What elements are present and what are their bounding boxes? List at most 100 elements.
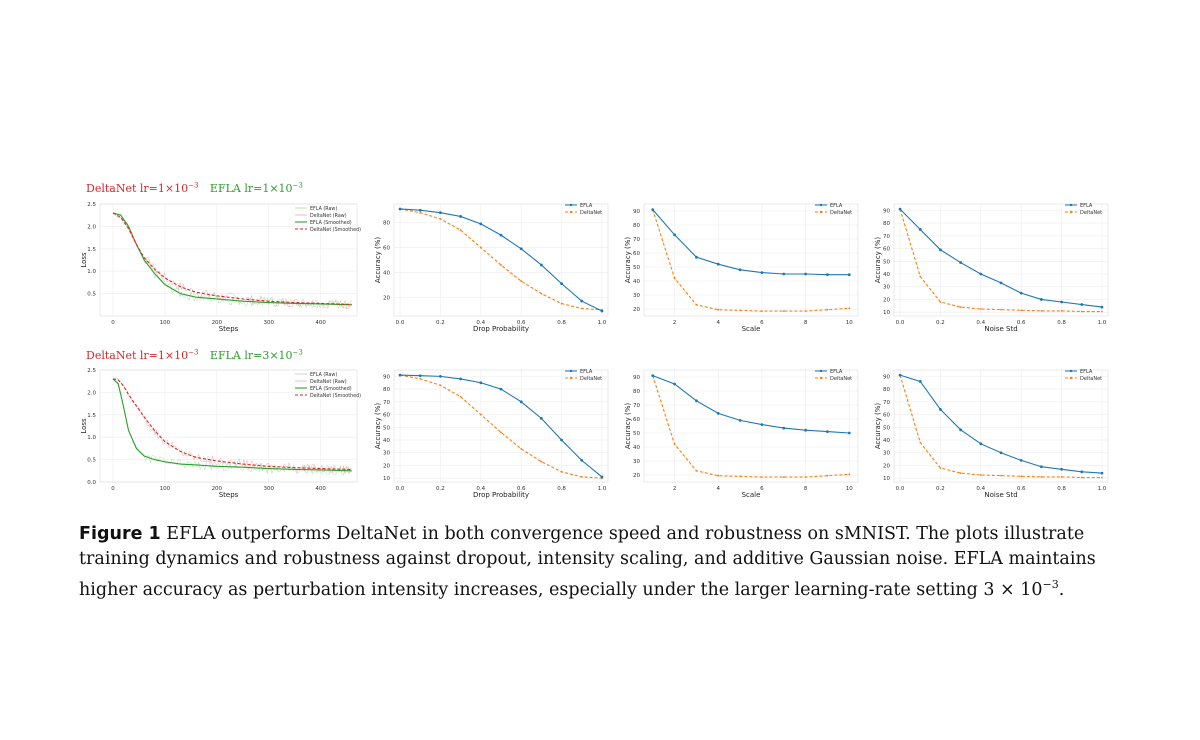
- y-tick-label: 20: [383, 463, 390, 469]
- y-tick-label: 40: [383, 438, 390, 444]
- legend-label: DeltaNet: [1080, 376, 1102, 382]
- y-axis-label: Accuracy (%): [374, 237, 382, 284]
- legend-label: DeltaNet (Raw): [310, 379, 347, 385]
- y-tick-label: 0.0: [87, 480, 96, 486]
- efla-point: [1100, 305, 1104, 309]
- deltanet-line: [652, 209, 850, 312]
- efla-point: [979, 442, 983, 446]
- y-tick-label: 1.0: [87, 435, 96, 441]
- legend-label: DeltaNet: [580, 210, 602, 216]
- deltanet-point: [500, 431, 502, 434]
- x-tick-label: 1.0: [598, 486, 607, 492]
- legend-label: EFLA (Raw): [310, 372, 337, 378]
- efla-point: [716, 412, 720, 415]
- x-tick-label: 0.4: [476, 320, 485, 326]
- efla-point: [826, 430, 829, 433]
- efla-point: [760, 271, 764, 274]
- deltanet-smoothed-line: [112, 378, 352, 471]
- raw-loss-trace: [112, 379, 352, 476]
- y-tick-label: 50: [883, 425, 890, 431]
- y-tick-label: 60: [383, 246, 390, 252]
- loss-chart-top: 0 100 200 300 400 0.5 1.0 1.5 2.0 2.5 Steps Loss EFL…: [80, 196, 370, 334]
- y-tick-label: 1.5: [87, 413, 96, 419]
- y-tick-label: 1.5: [87, 247, 96, 253]
- legend-label: DeltaNet: [1080, 210, 1102, 216]
- deltanet-line: [899, 374, 1102, 479]
- efla-line: [899, 374, 1102, 474]
- raw-loss-trace: [112, 212, 352, 310]
- y-tick-label: 40: [633, 279, 640, 285]
- dropout-chart-top: 0.0 0.2 0.4 0.6 0.8 1.0 20 40 60 80 Drop Probabili…: [372, 196, 617, 334]
- scale-chart-top: 2 4 6 8 10 20 30 40 50 60 70 80 90 Scale Accuracy (%) E…: [622, 196, 867, 334]
- x-tick-label: 6: [760, 320, 764, 326]
- efla-point: [539, 416, 543, 420]
- legend-marker: [569, 376, 573, 380]
- legend-label: EFLA (Raw): [310, 206, 337, 212]
- deltanet-point: [580, 307, 583, 310]
- figure-label: Figure 1: [79, 524, 161, 544]
- y-axis-label: Accuracy (%): [874, 403, 882, 450]
- deltanet-point: [739, 309, 741, 312]
- legend-label: DeltaNet: [830, 376, 852, 382]
- x-tick-label: 400: [315, 486, 326, 492]
- efla-point: [804, 272, 807, 276]
- efla-point: [1100, 471, 1104, 475]
- deltanet-point: [695, 469, 698, 472]
- x-tick-label: 300: [263, 486, 274, 492]
- scale-chart-bottom: 2 4 6 8 10 20 30 40 50 60 70 80 90 Scale Accuracy (%) E…: [622, 362, 867, 500]
- legend-marker: [569, 210, 573, 214]
- deltanet-point: [1060, 310, 1063, 312]
- x-tick-label: 0.4: [476, 486, 485, 492]
- y-tick-label: 0.5: [87, 292, 96, 298]
- chart-svg: 0.0 0.2 0.4 0.6 0.8 1.0 10 20 30 40 50 60 70 80 90 Nois…: [874, 203, 1109, 333]
- deltanet-point: [695, 303, 698, 306]
- deltanet-point: [500, 264, 502, 266]
- y-tick-label: 30: [883, 451, 890, 457]
- efla-point: [939, 408, 942, 411]
- deltanet-point: [439, 218, 442, 220]
- x-axis-label: Noise Std: [984, 325, 1017, 333]
- legend-marker: [1069, 210, 1073, 214]
- efla-point: [918, 380, 922, 383]
- chart-svg: 0.0 0.2 0.4 0.6 0.8 1.0 10 20 30 40 50 60 70 80 90 Nois…: [874, 369, 1109, 499]
- noise-chart-top: 0.0 0.2 0.4 0.6 0.8 1.0 10 20 30 40 50 60 70 80 90 Nois…: [872, 196, 1117, 334]
- y-axis-label: Accuracy (%): [624, 403, 632, 450]
- efla-point: [673, 233, 676, 237]
- efla-point: [439, 374, 442, 378]
- efla-point: [499, 233, 503, 237]
- x-tick-label: 1.0: [598, 320, 607, 326]
- deltanet-point: [979, 474, 982, 476]
- efla-point: [999, 451, 1003, 455]
- y-tick-label: 80: [633, 223, 640, 229]
- chart-svg: 2 4 6 8 10 20 30 40 50 60 70 80 90 Scale Accuracy (%) E…: [624, 203, 859, 333]
- x-tick-label: 2: [673, 320, 677, 326]
- y-axis-label: Loss: [80, 252, 88, 268]
- x-tick-label: 0.2: [436, 486, 445, 492]
- legend-marker: [819, 203, 823, 207]
- x-tick-label: 400: [315, 320, 326, 326]
- x-tick-label: 10: [846, 320, 853, 326]
- deltanet-point: [919, 441, 922, 444]
- x-axis-label: Noise Std: [984, 491, 1017, 499]
- x-tick-label: 0: [111, 486, 115, 492]
- deltanet-point: [1040, 310, 1043, 312]
- deltanet-point: [540, 292, 543, 295]
- efla-line: [652, 209, 850, 276]
- efla-point: [918, 228, 922, 231]
- legend-label: DeltaNet (Smoothed): [310, 393, 361, 399]
- y-tick-label: 40: [883, 272, 890, 278]
- legend-label: DeltaNet: [830, 210, 852, 216]
- y-tick-label: 10: [883, 310, 890, 316]
- x-tick-label: 0.0: [896, 320, 905, 326]
- efla-point: [738, 419, 742, 422]
- deltanet-point: [939, 301, 942, 303]
- legend-label: DeltaNet: [580, 376, 602, 382]
- x-tick-label: 4: [716, 320, 720, 326]
- deltanet-point: [782, 476, 785, 478]
- efla-point: [398, 207, 402, 211]
- efla-point: [418, 208, 422, 212]
- deltanet-point: [761, 310, 763, 312]
- efla-point: [560, 438, 563, 442]
- x-tick-label: 8: [804, 486, 808, 492]
- efla-point: [560, 282, 563, 286]
